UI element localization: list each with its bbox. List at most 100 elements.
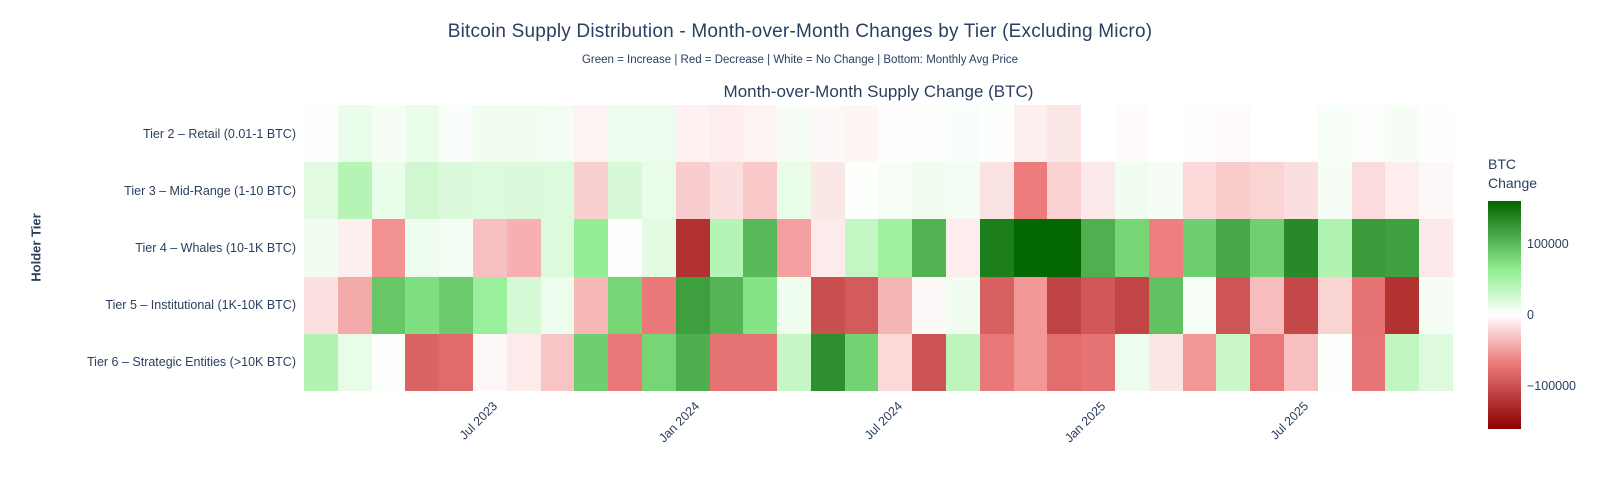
- heatmap-cell[interactable]: [878, 219, 913, 277]
- heatmap-cell[interactable]: [1351, 105, 1386, 163]
- heatmap-cell[interactable]: [1317, 105, 1352, 163]
- heatmap-cell[interactable]: [1419, 105, 1453, 163]
- heatmap-cell[interactable]: [574, 105, 609, 163]
- heatmap-cell[interactable]: [641, 333, 676, 391]
- heatmap-cell[interactable]: [1013, 276, 1048, 334]
- heatmap-cell[interactable]: [371, 333, 406, 391]
- heatmap-cell[interactable]: [1385, 162, 1420, 220]
- heatmap-cell[interactable]: [709, 162, 744, 220]
- heatmap-cell[interactable]: [1317, 162, 1352, 220]
- heatmap-cell[interactable]: [844, 219, 879, 277]
- heatmap-cell[interactable]: [1351, 333, 1386, 391]
- heatmap-cell[interactable]: [1047, 219, 1082, 277]
- heatmap-cell[interactable]: [912, 162, 947, 220]
- heatmap-cell[interactable]: [1419, 276, 1453, 334]
- heatmap-cell[interactable]: [675, 276, 710, 334]
- heatmap-cell[interactable]: [844, 333, 879, 391]
- heatmap-cell[interactable]: [878, 333, 913, 391]
- heatmap-cell[interactable]: [304, 276, 338, 334]
- heatmap-cell[interactable]: [1013, 105, 1048, 163]
- heatmap-cell[interactable]: [1047, 333, 1082, 391]
- heatmap-cell[interactable]: [1115, 276, 1149, 334]
- heatmap-cell[interactable]: [878, 276, 913, 334]
- heatmap-cell[interactable]: [1047, 105, 1082, 163]
- heatmap-cell[interactable]: [1148, 162, 1183, 220]
- heatmap-cell[interactable]: [608, 219, 642, 277]
- heatmap-cell[interactable]: [1182, 219, 1217, 277]
- heatmap-cell[interactable]: [675, 219, 710, 277]
- heatmap-cell[interactable]: [472, 219, 507, 277]
- heatmap-cell[interactable]: [472, 276, 507, 334]
- heatmap-cell[interactable]: [641, 219, 676, 277]
- heatmap-cell[interactable]: [1284, 333, 1318, 391]
- heatmap-cell[interactable]: [540, 105, 575, 163]
- heatmap-cell[interactable]: [1317, 276, 1352, 334]
- heatmap-cell[interactable]: [709, 333, 744, 391]
- heatmap-cell[interactable]: [709, 219, 744, 277]
- heatmap-cell[interactable]: [439, 105, 473, 163]
- heatmap-cell[interactable]: [1385, 333, 1420, 391]
- heatmap-cell[interactable]: [472, 162, 507, 220]
- heatmap-cell[interactable]: [1317, 333, 1352, 391]
- heatmap-cell[interactable]: [912, 276, 947, 334]
- heatmap-cell[interactable]: [641, 276, 676, 334]
- heatmap-cell[interactable]: [1216, 162, 1251, 220]
- heatmap-cell[interactable]: [810, 333, 845, 391]
- heatmap-cell[interactable]: [979, 105, 1014, 163]
- heatmap-cell[interactable]: [1148, 276, 1183, 334]
- heatmap-cell[interactable]: [675, 333, 710, 391]
- heatmap-cell[interactable]: [371, 105, 406, 163]
- heatmap-cell[interactable]: [1115, 219, 1149, 277]
- heatmap-cell[interactable]: [608, 333, 642, 391]
- heatmap-cell[interactable]: [675, 162, 710, 220]
- heatmap-cell[interactable]: [1047, 276, 1082, 334]
- heatmap-cell[interactable]: [1351, 219, 1386, 277]
- heatmap-cell[interactable]: [304, 333, 338, 391]
- heatmap-cell[interactable]: [1148, 333, 1183, 391]
- heatmap-cell[interactable]: [641, 105, 676, 163]
- heatmap-cell[interactable]: [810, 219, 845, 277]
- heatmap-cell[interactable]: [506, 105, 541, 163]
- heatmap-cell[interactable]: [1216, 333, 1251, 391]
- heatmap-cell[interactable]: [1182, 105, 1217, 163]
- heatmap-cell[interactable]: [1284, 162, 1318, 220]
- heatmap-cell[interactable]: [506, 276, 541, 334]
- heatmap-cell[interactable]: [946, 105, 980, 163]
- heatmap-cell[interactable]: [439, 162, 473, 220]
- heatmap-cell[interactable]: [1216, 105, 1251, 163]
- heatmap-cell[interactable]: [405, 219, 440, 277]
- heatmap-cell[interactable]: [979, 162, 1014, 220]
- heatmap-cell[interactable]: [608, 162, 642, 220]
- heatmap-cell[interactable]: [777, 276, 811, 334]
- heatmap-cell[interactable]: [337, 105, 372, 163]
- heatmap-cell[interactable]: [810, 162, 845, 220]
- heatmap-cell[interactable]: [743, 333, 778, 391]
- heatmap-cell[interactable]: [405, 105, 440, 163]
- heatmap-cell[interactable]: [1419, 219, 1453, 277]
- heatmap-cell[interactable]: [1081, 162, 1116, 220]
- heatmap-cell[interactable]: [506, 333, 541, 391]
- heatmap-cell[interactable]: [844, 162, 879, 220]
- heatmap-cell[interactable]: [405, 333, 440, 391]
- heatmap-cell[interactable]: [743, 105, 778, 163]
- heatmap-cell[interactable]: [304, 105, 338, 163]
- heatmap-cell[interactable]: [1284, 276, 1318, 334]
- heatmap-cell[interactable]: [1351, 276, 1386, 334]
- heatmap-cell[interactable]: [912, 105, 947, 163]
- heatmap-cell[interactable]: [1385, 219, 1420, 277]
- heatmap-cell[interactable]: [979, 333, 1014, 391]
- heatmap-cell[interactable]: [675, 105, 710, 163]
- heatmap-cell[interactable]: [1182, 276, 1217, 334]
- heatmap-cell[interactable]: [405, 162, 440, 220]
- heatmap-cell[interactable]: [337, 162, 372, 220]
- heatmap-cell[interactable]: [439, 276, 473, 334]
- heatmap-cell[interactable]: [912, 333, 947, 391]
- heatmap-cell[interactable]: [743, 276, 778, 334]
- heatmap-cell[interactable]: [506, 219, 541, 277]
- heatmap-cell[interactable]: [337, 276, 372, 334]
- heatmap-cell[interactable]: [979, 219, 1014, 277]
- heatmap-cell[interactable]: [1013, 162, 1048, 220]
- heatmap-cell[interactable]: [337, 333, 372, 391]
- heatmap-cell[interactable]: [472, 333, 507, 391]
- heatmap-cell[interactable]: [946, 219, 980, 277]
